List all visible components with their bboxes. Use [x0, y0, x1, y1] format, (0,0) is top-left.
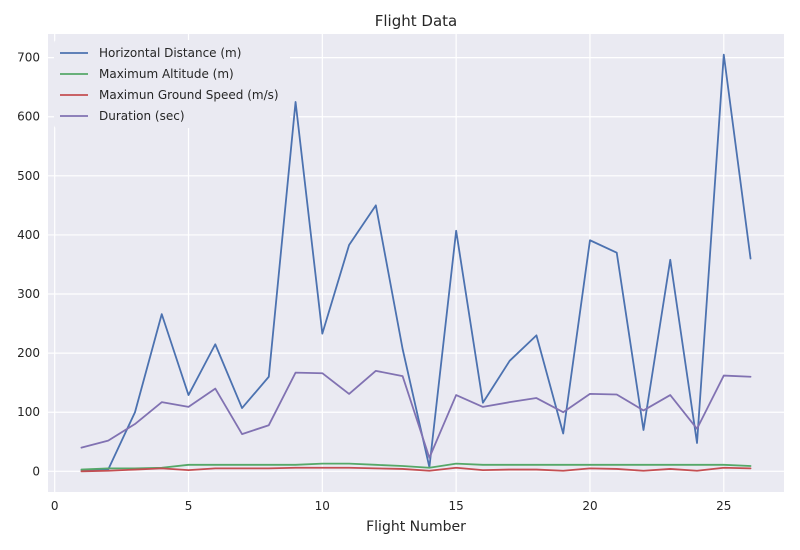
- legend-box: [54, 40, 290, 128]
- y-tick-labels: 0 100 200 300 400 500 600 700: [17, 51, 40, 479]
- y-tick-label: 0: [32, 464, 40, 478]
- y-tick-label: 500: [17, 169, 40, 183]
- series-lines: [80, 53, 752, 473]
- x-axis-title: Flight Number: [366, 519, 466, 535]
- x-tick-label: 20: [582, 499, 597, 513]
- legend: Horizontal Distance (m) Maximum Altitude …: [54, 40, 290, 128]
- series-line-3: [80, 466, 752, 473]
- y-tick-label: 300: [17, 287, 40, 301]
- y-tick-label: 700: [17, 51, 40, 65]
- legend-entry: Duration (sec): [99, 109, 185, 123]
- series-line-1: [80, 53, 752, 472]
- series-line-4: [80, 369, 752, 459]
- legend-entry: Maximun Ground Speed (m/s): [99, 88, 279, 102]
- y-tick-label: 100: [17, 405, 40, 419]
- y-tick-label: 200: [17, 346, 40, 360]
- y-tick-label: 400: [17, 228, 40, 242]
- x-tick-label: 10: [315, 499, 330, 513]
- series-line-2: [80, 462, 752, 471]
- x-tick-label: 25: [716, 499, 731, 513]
- legend-entry: Maximum Altitude (m): [99, 67, 234, 81]
- x-tick-labels: 0 5 10 15 20 25: [51, 499, 732, 513]
- x-tick-label: 0: [51, 499, 59, 513]
- chart-title: Flight Data: [375, 12, 457, 30]
- y-tick-label: 600: [17, 110, 40, 124]
- x-tick-label: 5: [185, 499, 193, 513]
- legend-entry: Horizontal Distance (m): [99, 46, 241, 60]
- x-tick-label: 15: [449, 499, 464, 513]
